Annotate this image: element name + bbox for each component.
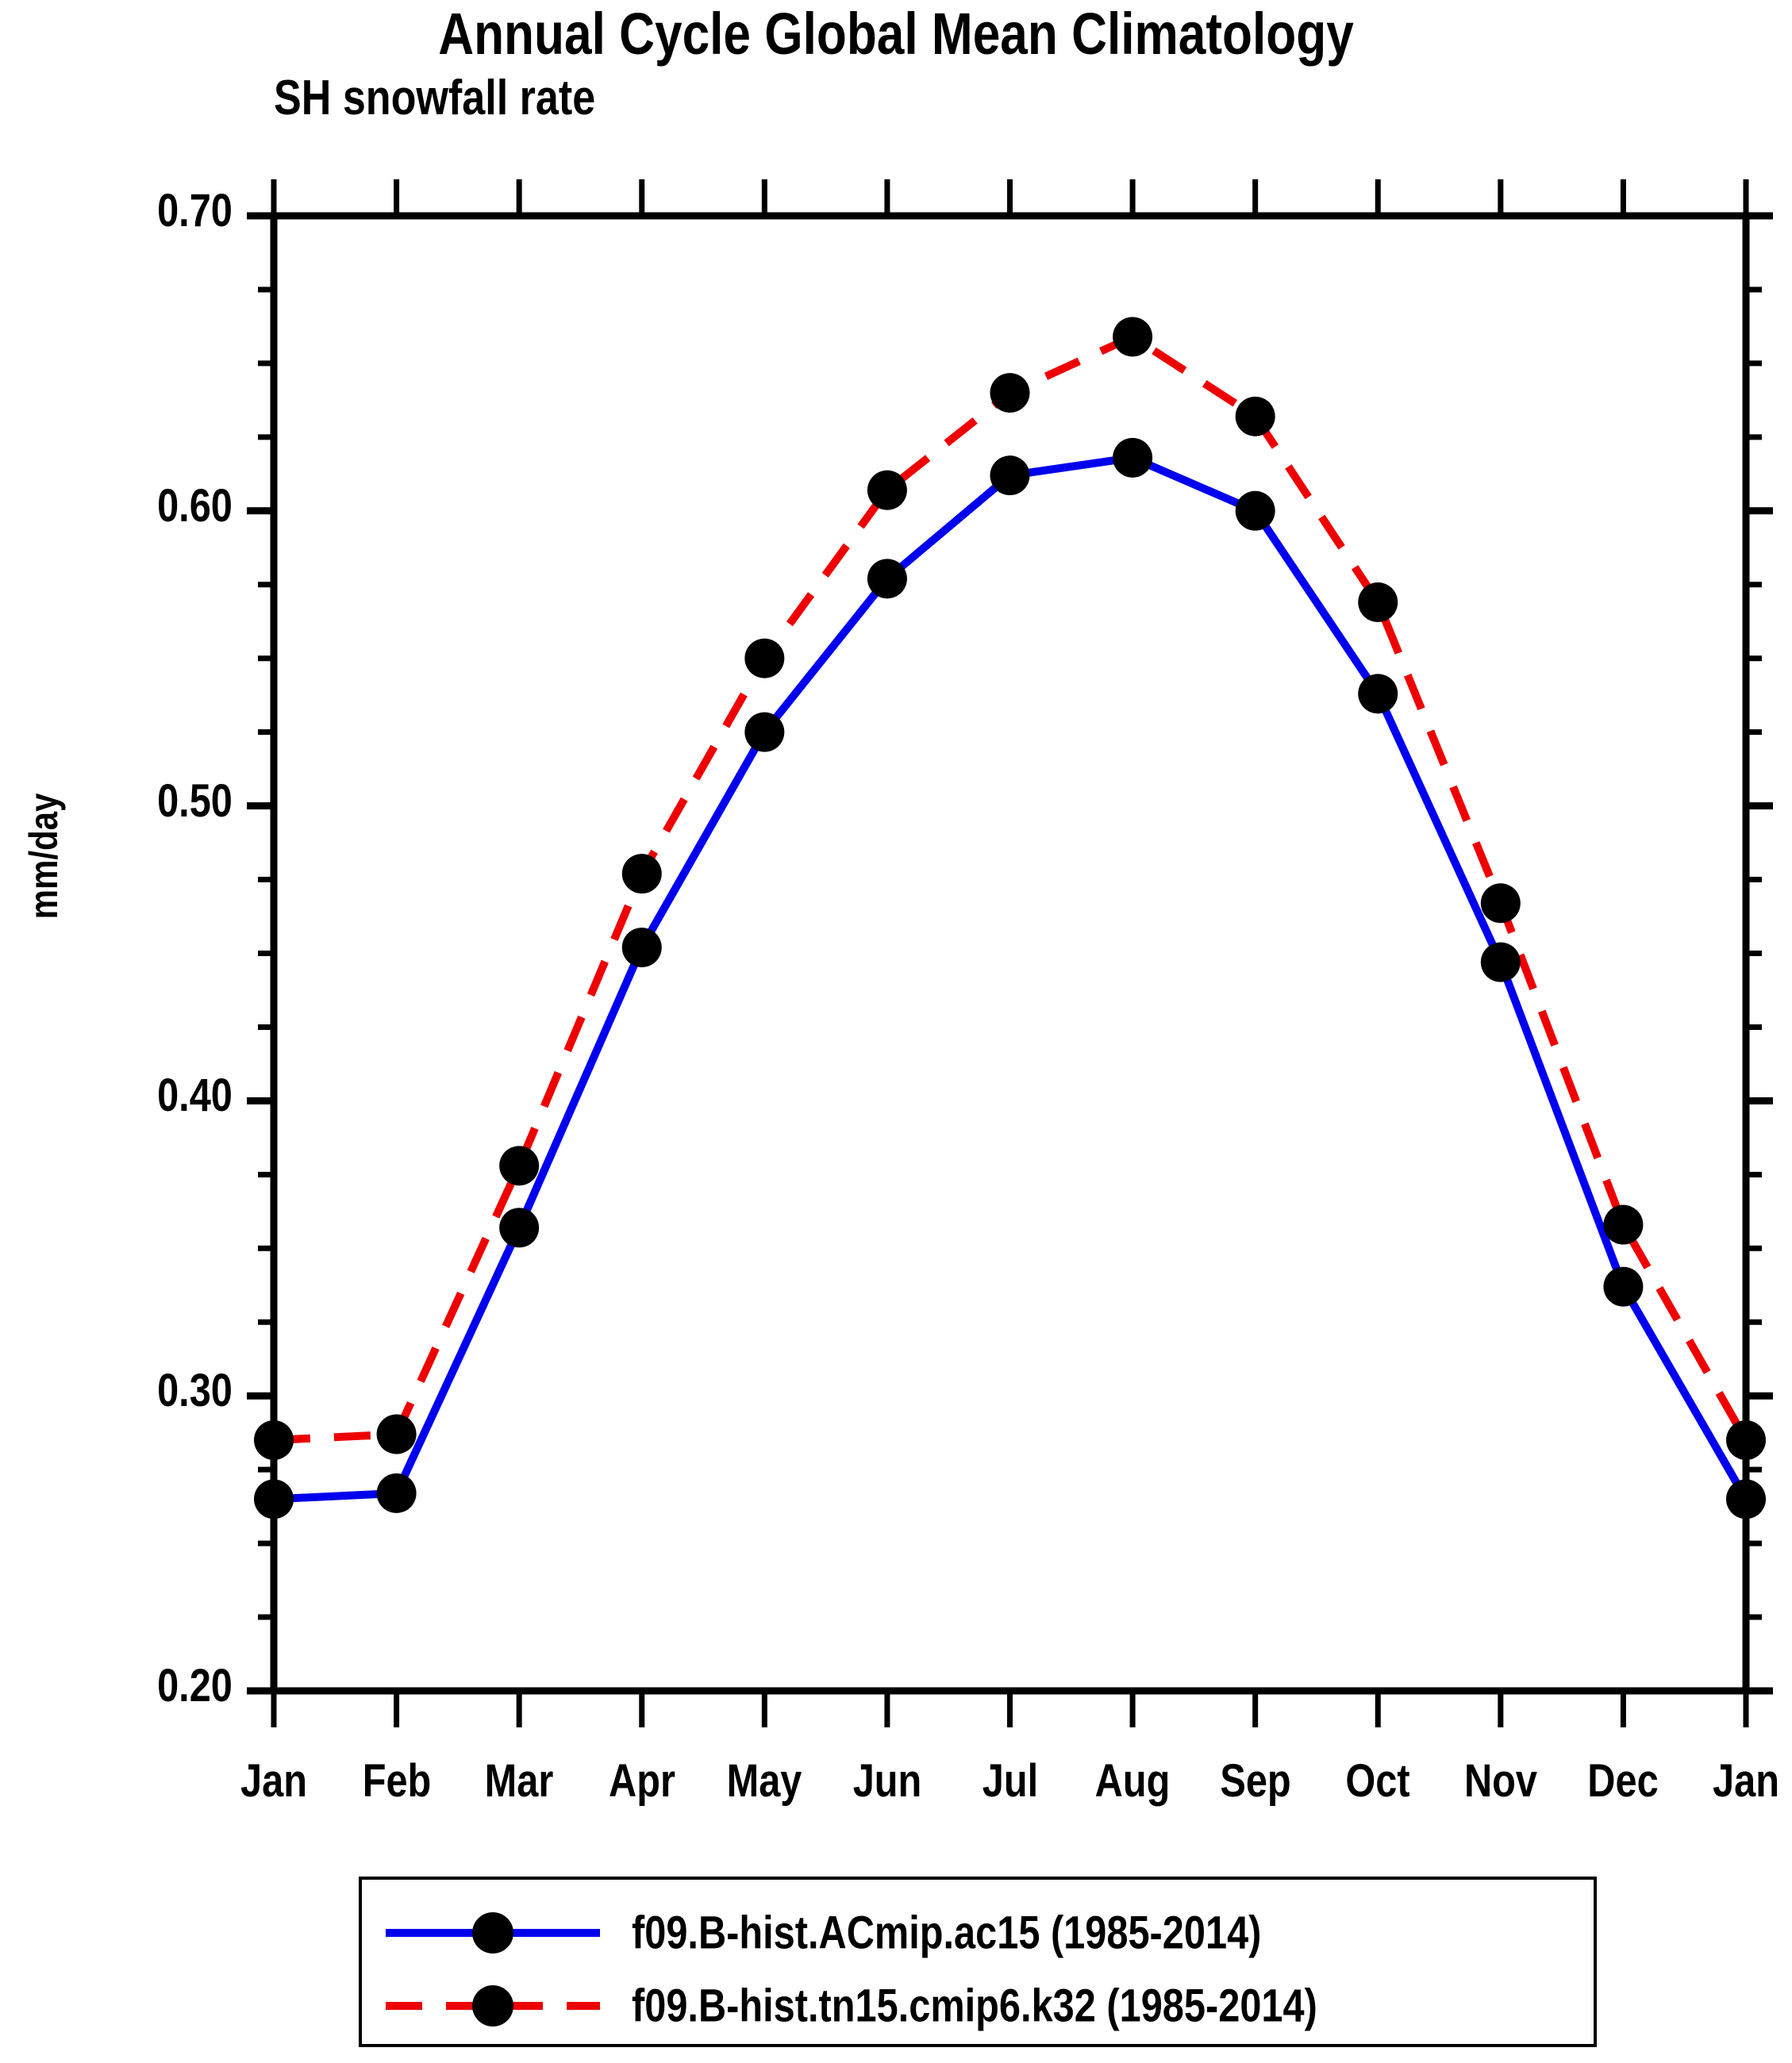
axes-rectangle bbox=[270, 212, 1750, 1695]
data-point-marker bbox=[867, 470, 907, 510]
data-point-marker bbox=[867, 559, 907, 599]
data-point-marker bbox=[499, 1208, 540, 1248]
legend: f09.B-hist.ACmip.ac15 (1985-2014) f09.B-… bbox=[359, 1877, 1597, 2047]
data-point-marker bbox=[1480, 883, 1521, 924]
x-axis-tick-label: May bbox=[726, 1755, 802, 1807]
y-axis-tick-label: 0.20 bbox=[157, 1660, 233, 1711]
data-point-marker bbox=[990, 455, 1030, 496]
data-point-marker bbox=[499, 1146, 540, 1186]
data-point-marker bbox=[621, 854, 662, 894]
data-point-marker bbox=[1358, 582, 1398, 623]
x-axis-tick-label: Aug bbox=[1094, 1755, 1171, 1807]
x-axis-tick-label: Jun bbox=[852, 1755, 922, 1807]
data-point-marker bbox=[254, 1479, 294, 1519]
data-point-marker bbox=[1603, 1266, 1644, 1307]
data-point-marker bbox=[1235, 396, 1275, 436]
data-point-marker bbox=[1235, 490, 1275, 531]
legend-item[interactable]: f09.B-hist.tn15.cmip6.k32 (1985-2014) bbox=[362, 1970, 1594, 2042]
x-axis-tick-label: Jul bbox=[982, 1755, 1038, 1807]
x-axis-tick-label: Jan bbox=[240, 1755, 307, 1807]
data-point-marker bbox=[744, 712, 785, 752]
data-point-marker bbox=[990, 373, 1030, 413]
data-point-marker bbox=[1726, 1479, 1766, 1519]
data-point-marker bbox=[1603, 1204, 1644, 1245]
data-point-marker bbox=[1358, 674, 1398, 714]
data-point-marker bbox=[1480, 942, 1521, 982]
y-axis-tick-label: 0.50 bbox=[157, 774, 233, 827]
data-point-marker bbox=[376, 1473, 417, 1513]
y-axis-tick-label: 0.40 bbox=[157, 1070, 233, 1122]
chart-title: Annual Cycle Global Mean Climatology bbox=[438, 1, 1354, 67]
axis-ticks bbox=[247, 179, 1773, 1727]
y-axis-tick-label: 0.30 bbox=[157, 1365, 233, 1417]
data-point-marker bbox=[254, 1420, 294, 1460]
data-point-marker bbox=[376, 1414, 417, 1454]
data-point-marker bbox=[1113, 437, 1153, 478]
legend-swatch-line-0 bbox=[386, 1912, 600, 1954]
x-axis-tick-label: Apr bbox=[608, 1755, 675, 1807]
x-axis-tick-label: Dec bbox=[1587, 1755, 1659, 1807]
data-point-marker bbox=[621, 928, 662, 968]
legend-label: f09.B-hist.ACmip.ac15 (1985-2014) bbox=[632, 1907, 1262, 1959]
data-series-group bbox=[273, 332, 1750, 1504]
x-axis-tick-label: Sep bbox=[1219, 1755, 1291, 1807]
x-axis-tick-label: Mar bbox=[484, 1755, 554, 1807]
legend-label: f09.B-hist.tn15.cmip6.k32 (1985-2014) bbox=[632, 1980, 1317, 2032]
x-axis-tick-label: Oct bbox=[1345, 1755, 1410, 1807]
axes-frame bbox=[270, 212, 1750, 1695]
legend-swatch-line-1 bbox=[386, 1985, 600, 2027]
y-axis-tick-label: 0.70 bbox=[157, 185, 233, 236]
x-axis-tick-label: Jan bbox=[1713, 1755, 1779, 1807]
chart-subtitle: SH snowfall rate bbox=[274, 71, 596, 125]
data-point-marker bbox=[1113, 317, 1153, 357]
y-axis-tick-label: 0.60 bbox=[157, 479, 233, 532]
data-markers-group bbox=[254, 317, 1766, 1519]
x-axis-tick-label: Nov bbox=[1463, 1755, 1537, 1807]
data-point-marker bbox=[744, 638, 785, 678]
x-axis-tick-label: Feb bbox=[362, 1755, 431, 1807]
legend-item[interactable]: f09.B-hist.ACmip.ac15 (1985-2014) bbox=[362, 1897, 1594, 1969]
data-point-marker bbox=[1726, 1420, 1766, 1460]
